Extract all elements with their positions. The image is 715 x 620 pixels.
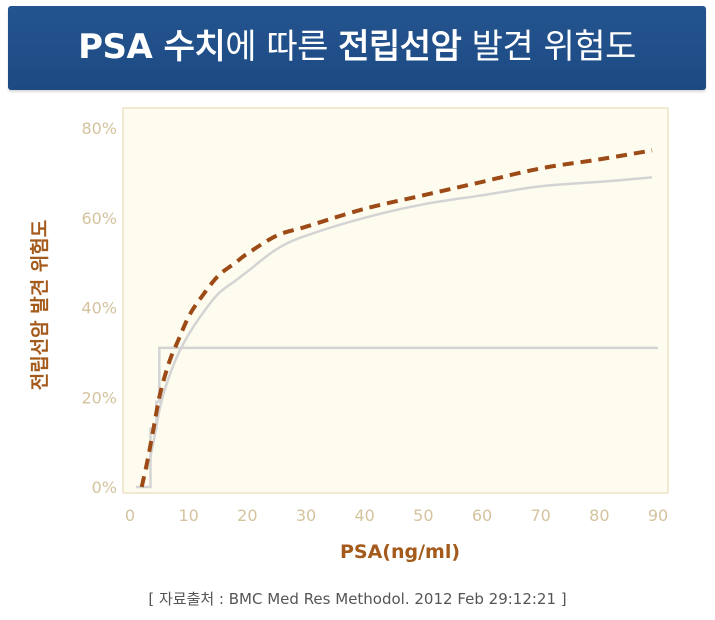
title-part-cancer: 전립선암: [338, 27, 462, 67]
y-axis-ticks: 0% 20% 40% 60% 80%: [81, 119, 117, 497]
x-tick-label: 80: [589, 506, 609, 525]
dashed-risk-line: [139, 148, 653, 488]
x-tick-label: 30: [296, 506, 316, 525]
y-tick-label: 60%: [81, 209, 117, 228]
title-part-connector: 에 따른: [225, 27, 339, 67]
x-tick-label: 90: [648, 506, 668, 525]
y-tick-label: 80%: [81, 119, 117, 138]
x-axis-title: PSA(ng/ml): [340, 541, 460, 563]
x-tick-label: 50: [413, 506, 433, 525]
source-citation: [ 자료출처 : BMC Med Res Methodol. 2012 Feb …: [148, 590, 567, 608]
solid-risk-line: [146, 176, 653, 470]
x-tick-label: 20: [237, 506, 257, 525]
title-part-psa: PSA 수치: [78, 27, 226, 67]
y-tick-label: 0%: [92, 478, 117, 497]
y-tick-label: 20%: [81, 388, 117, 407]
x-axis-ticks: 0 10 20 30 40 50 60 70 80 90: [125, 506, 668, 525]
x-tick-label: 0: [125, 506, 135, 525]
x-tick-label: 10: [178, 506, 198, 525]
y-axis-title: 전립선암 발견 위험도: [29, 220, 51, 391]
title-part-risk: 발견 위험도: [461, 27, 637, 67]
series-layer: [135, 148, 658, 489]
title-banner: PSA 수치에 따른 전립선암 발견 위험도: [8, 6, 706, 90]
x-tick-label: 70: [530, 506, 550, 525]
chart-title: PSA 수치에 따른 전립선암 발견 위험도: [8, 24, 706, 70]
x-tick-label: 40: [354, 506, 374, 525]
x-tick-label: 60: [472, 506, 492, 525]
plot-area: [122, 107, 669, 494]
y-tick-label: 40%: [81, 299, 117, 318]
chart-svg: 0% 20% 40% 60% 80% 0 10 20 30 40 50 60 70 80 90 PSA(n…: [29, 107, 669, 563]
